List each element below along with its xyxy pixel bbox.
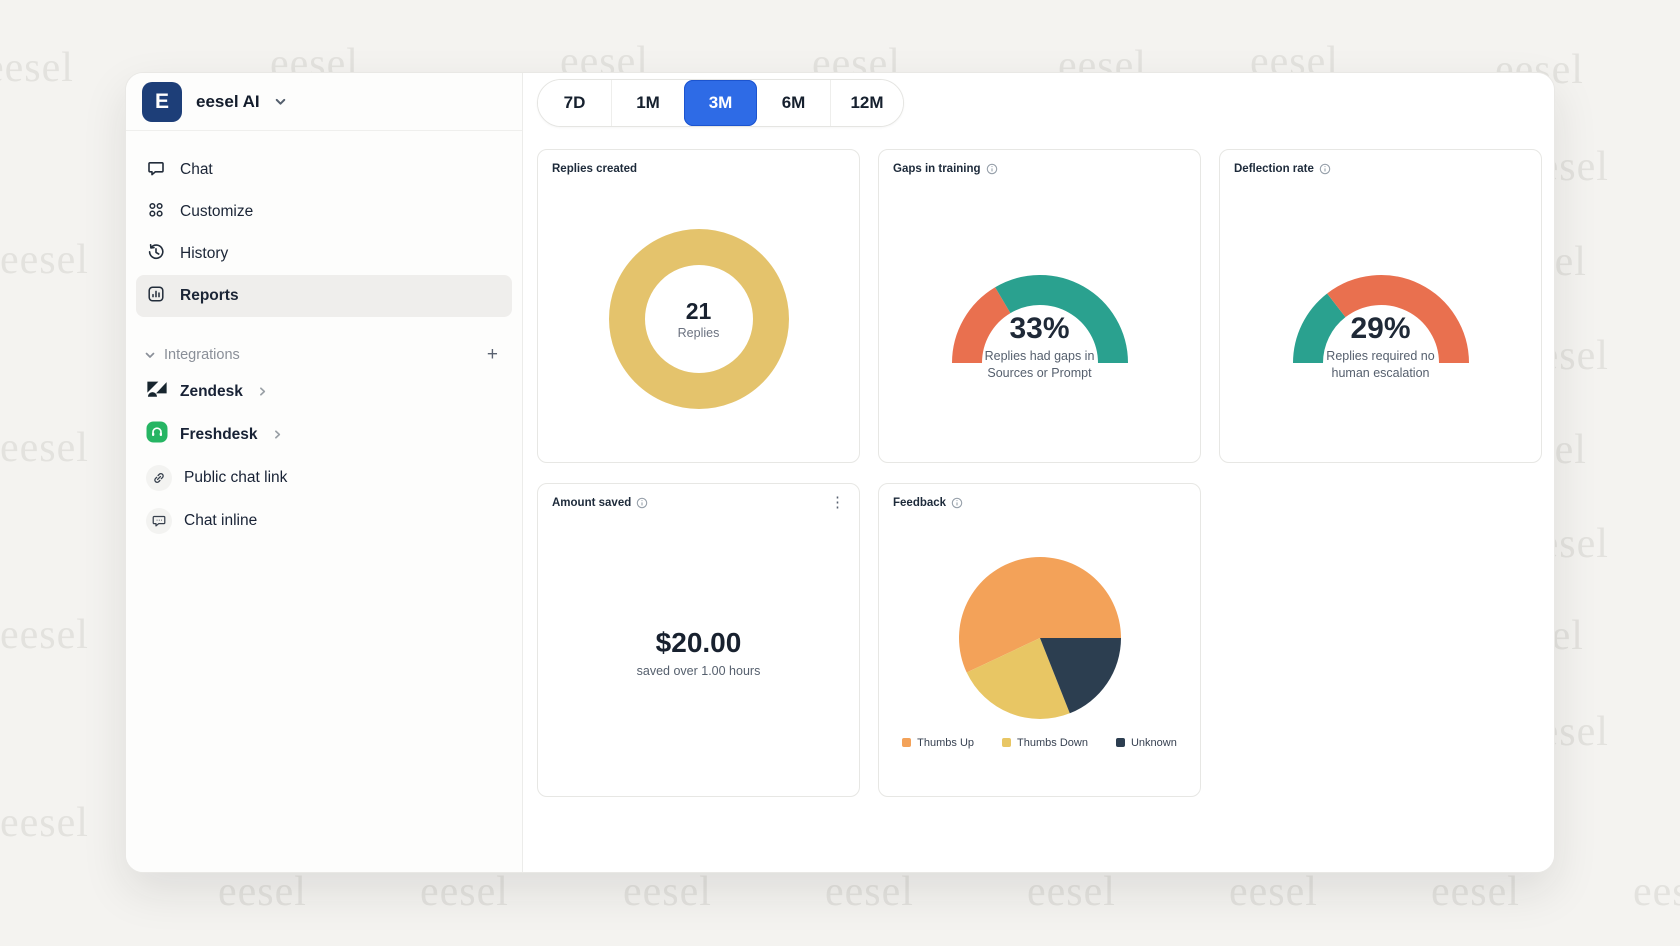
info-icon[interactable] [986, 163, 998, 175]
integration-label: Public chat link [184, 468, 288, 486]
amount-saved-card: Amount saved ⋮ $20.00 saved over 1.00 ho… [537, 483, 860, 797]
empty-grid-cell [1219, 483, 1542, 797]
watermark-text: eesel [825, 869, 914, 915]
tab-3m[interactable]: 3M [684, 80, 757, 126]
legend-swatch [902, 738, 912, 747]
kebab-menu-icon[interactable]: ⋮ [830, 494, 845, 511]
amount-saved-value: $20.00 [655, 627, 742, 658]
legend-item-unknown: Unknown [1115, 737, 1177, 749]
sidebar-item-label: Chat [180, 161, 213, 178]
card-title: Replies created [552, 163, 638, 175]
integration-item-public-chat-link[interactable]: Public chat link [126, 456, 522, 499]
deflection-subtitle: human escalation [1331, 366, 1430, 380]
gaps-percent: 33% [1009, 311, 1070, 345]
feedback-pie-chart [958, 556, 1121, 719]
amount-saved-subtitle: saved over 1.00 hours [636, 664, 761, 678]
integration-item-freshdesk[interactable]: Freshdesk [126, 413, 522, 456]
watermark-text: eesel [1633, 869, 1680, 915]
card-title: Amount saved [552, 497, 632, 509]
replies-unit: Replies [677, 325, 720, 340]
integration-item-zendesk[interactable]: Zendesk [126, 370, 522, 413]
feedback-legend: Thumbs Up Thumbs Down Unknown [902, 737, 1177, 749]
replies-created-card: Replies created 21 Replies [537, 149, 860, 463]
watermark-text: eesel [0, 425, 89, 471]
sidebar-item-label: Reports [180, 287, 239, 304]
chat-inline-icon [146, 507, 172, 534]
watermark-text: eesel [1229, 869, 1318, 915]
watermark-text: eesel [0, 45, 74, 91]
customize-icon [146, 200, 166, 225]
reports-icon [146, 284, 166, 309]
sidebar-item-customize[interactable]: Customize [136, 191, 512, 233]
watermark-text: eesel [1027, 869, 1116, 915]
app-window: E eesel AI Chat Customize [125, 72, 1555, 873]
sidebar-item-history[interactable]: History [136, 233, 512, 275]
card-title: Deflection rate [1234, 163, 1314, 175]
reports-main: 7D 1M 3M 6M 12M Replies created 21 Repli… [523, 73, 1554, 872]
chat-icon [146, 158, 166, 183]
link-icon [146, 464, 172, 491]
history-icon [146, 242, 166, 267]
integration-label: Zendesk [180, 382, 243, 400]
chevron-down-icon [144, 349, 156, 361]
tab-1m[interactable]: 1M [611, 80, 684, 126]
watermark-text: eesel [0, 800, 89, 846]
card-title: Gaps in training [893, 163, 981, 175]
watermark-text: eesel [0, 237, 89, 283]
card-title: Feedback [893, 497, 947, 509]
replies-donut-chart: 21 Replies [606, 226, 792, 412]
deflection-subtitle: Replies required no [1326, 348, 1435, 363]
deflection-rate-card: Deflection rate 29% Replies required no … [1219, 149, 1542, 463]
brand-logo: E [142, 81, 182, 122]
sidebar-item-label: Customize [180, 203, 254, 220]
watermark-text: eesel [218, 869, 307, 915]
tab-7d[interactable]: 7D [538, 80, 611, 126]
feedback-card: Feedback Thumbs Up Thumbs Do [878, 483, 1201, 797]
gaps-subtitle: Sources or Prompt [987, 366, 1092, 380]
sidebar: E eesel AI Chat Customize [126, 73, 523, 872]
add-integration-button[interactable]: + [486, 344, 498, 365]
chevron-right-icon [257, 386, 268, 397]
chevron-down-icon [274, 95, 287, 108]
watermark-text: eesel [1431, 869, 1520, 915]
integration-item-chat-inline[interactable]: Chat inline [126, 499, 522, 542]
replies-count: 21 [685, 297, 712, 324]
report-cards-grid: Replies created 21 Replies Gaps in train… [537, 149, 1542, 797]
sidebar-nav: Chat Customize History Reports [126, 149, 522, 317]
integrations-header[interactable]: Integrations + [126, 345, 522, 364]
integration-label: Chat inline [184, 511, 258, 529]
freshdesk-icon [146, 421, 168, 448]
gaps-in-training-card: Gaps in training 33% Replies had gaps in… [878, 149, 1201, 463]
integrations-list: Zendesk Freshdesk Public chat link [126, 370, 522, 542]
integration-label: Freshdesk [180, 425, 258, 443]
info-icon[interactable] [951, 497, 963, 509]
info-icon[interactable] [636, 497, 648, 509]
watermark-text: eesel [623, 869, 712, 915]
sidebar-item-reports[interactable]: Reports [136, 275, 512, 317]
watermark-text: eesel [0, 612, 89, 658]
legend-swatch [1002, 738, 1012, 747]
sidebar-item-label: History [180, 245, 229, 262]
integrations-label: Integrations [164, 346, 240, 363]
legend-item-thumbs-up: Thumbs Up [902, 737, 974, 749]
chevron-right-icon [272, 429, 283, 440]
time-range-tabs: 7D 1M 3M 6M 12M [537, 79, 904, 127]
gaps-gauge-chart: 33% Replies had gaps in Sources or Promp… [945, 267, 1135, 380]
sidebar-item-chat[interactable]: Chat [136, 149, 512, 191]
workspace-switcher[interactable]: E eesel AI [126, 73, 522, 131]
deflection-percent: 29% [1350, 311, 1411, 345]
deflection-gauge-chart: 29% Replies required no human escalation [1286, 267, 1476, 380]
workspace-name: eesel AI [196, 91, 260, 111]
legend-item-thumbs-down: Thumbs Down [1002, 737, 1088, 749]
zendesk-icon [146, 378, 168, 405]
tab-12m[interactable]: 12M [830, 80, 903, 126]
tab-6m[interactable]: 6M [757, 80, 830, 126]
watermark-text: eesel [420, 869, 509, 915]
info-icon[interactable] [1319, 163, 1331, 175]
gaps-subtitle: Replies had gaps in [984, 348, 1095, 363]
legend-swatch [1115, 738, 1125, 747]
